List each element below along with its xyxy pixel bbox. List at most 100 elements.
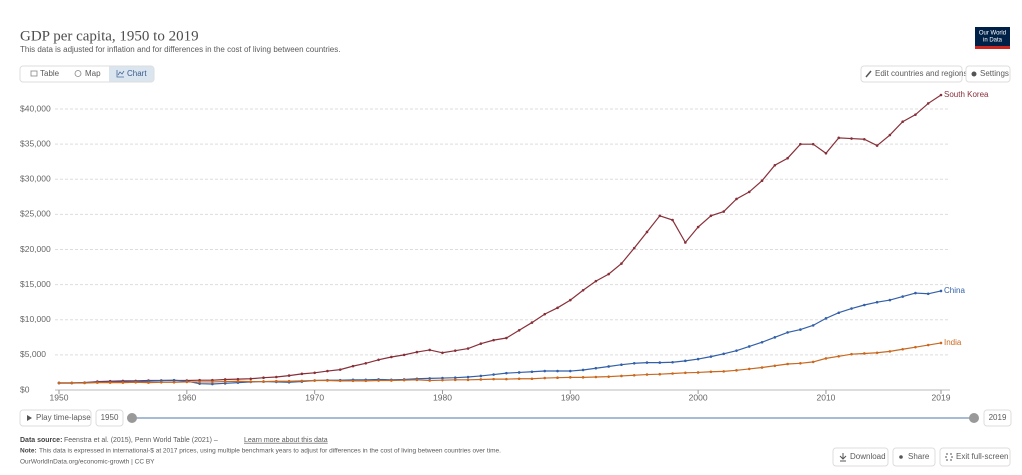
icon — [116, 70, 125, 78]
data-point — [863, 137, 866, 141]
icon — [74, 70, 82, 77]
data-point — [505, 336, 508, 340]
data-point — [888, 298, 892, 302]
data-point — [172, 380, 176, 384]
data-point — [543, 312, 547, 316]
data-point — [377, 379, 380, 382]
y-tick-label: $35,000 — [20, 138, 51, 148]
data-point — [492, 377, 495, 381]
data-point — [671, 360, 674, 364]
slider-handle[interactable] — [127, 413, 137, 423]
y-tick-label: $40,000 — [20, 103, 51, 113]
data-point — [773, 364, 777, 368]
data-point — [863, 352, 866, 355]
data-point — [799, 142, 802, 146]
icon — [30, 70, 38, 77]
x-tick-label: 2019 — [932, 392, 951, 402]
tab-active-bg — [109, 66, 154, 82]
timeline-start: 1950 — [101, 413, 119, 422]
download-button[interactable]: Download — [850, 452, 886, 461]
data-point — [645, 361, 649, 364]
download-bg[interactable] — [832, 447, 889, 467]
icon — [865, 70, 872, 78]
url-text: OurWorldInData.org/economic-growth | CC … — [20, 459, 155, 466]
slider-handle[interactable] — [969, 413, 979, 423]
source-link[interactable]: Learn more about this data — [244, 437, 328, 444]
data-point — [57, 381, 61, 385]
tab[interactable]: Table — [40, 69, 60, 78]
play-button[interactable]: Play time-lapse — [36, 413, 91, 422]
data-point — [479, 342, 483, 345]
data-point — [287, 374, 291, 377]
data-point — [313, 371, 316, 375]
data-point — [211, 380, 214, 384]
data-point — [939, 289, 943, 293]
data-point — [607, 272, 610, 276]
data-point — [543, 369, 547, 373]
data-point — [517, 371, 521, 374]
data-point — [428, 379, 431, 382]
series-label: South Korea — [944, 90, 989, 99]
data-point — [786, 156, 789, 160]
icon — [27, 415, 32, 421]
y-tick-label: $30,000 — [20, 174, 51, 184]
icon — [945, 453, 953, 461]
data-point — [632, 373, 636, 377]
data-point — [326, 369, 329, 373]
data-point — [799, 328, 802, 331]
data-point — [530, 321, 534, 324]
data-point — [824, 151, 828, 155]
data-point — [453, 378, 457, 382]
data-point — [415, 350, 419, 354]
data-point — [735, 369, 738, 372]
y-tick-label: $20,000 — [20, 244, 51, 254]
data-point — [300, 379, 304, 383]
data-point — [326, 379, 329, 382]
data-point — [837, 354, 841, 358]
data-point — [159, 380, 163, 384]
tab[interactable]: Chart — [127, 69, 147, 78]
year-box — [983, 409, 1012, 427]
data-point — [581, 288, 585, 292]
timeline-end: 2019 — [989, 413, 1007, 422]
data-point — [709, 370, 713, 374]
data-point — [837, 136, 841, 140]
logo[interactable]: Our World in Data — [975, 27, 1010, 49]
logo-text: in Data — [983, 38, 1003, 44]
data-point — [390, 355, 393, 359]
tab[interactable]: Map — [85, 69, 101, 78]
data-point — [709, 355, 713, 358]
data-point — [696, 357, 700, 361]
settings-button[interactable]: Settings — [980, 69, 1009, 78]
fullscreen-button[interactable]: Exit full-screen — [956, 452, 1008, 461]
data-point — [517, 377, 521, 381]
data-point — [249, 380, 253, 383]
edit-button-bg[interactable] — [860, 65, 963, 83]
data-point — [236, 379, 240, 383]
data-point — [517, 328, 521, 332]
play-button-bg[interactable] — [19, 409, 92, 427]
data-point — [185, 380, 189, 384]
share-button[interactable]: Share — [908, 452, 930, 461]
timeline: Play time-lapse 1950 2019 — [19, 409, 1012, 427]
series-line — [59, 290, 942, 385]
data-point — [236, 377, 240, 381]
fullscreen-bg[interactable] — [939, 447, 1011, 467]
data-point — [466, 375, 470, 379]
data-point — [415, 378, 419, 382]
data-point — [684, 371, 687, 375]
settings-button-bg[interactable] — [965, 65, 1011, 83]
edit-button[interactable]: Edit countries and regions — [875, 69, 968, 78]
share-bg[interactable] — [892, 447, 936, 467]
data-point — [939, 93, 943, 97]
data-point — [850, 137, 853, 140]
data-point — [837, 311, 841, 315]
data-point — [466, 378, 470, 382]
data-point — [684, 241, 687, 244]
data-point — [722, 352, 725, 356]
data-point — [402, 378, 406, 382]
icon — [839, 453, 847, 462]
note-text: This data is expressed in international-… — [39, 448, 501, 455]
logo-stripe — [975, 46, 1010, 49]
